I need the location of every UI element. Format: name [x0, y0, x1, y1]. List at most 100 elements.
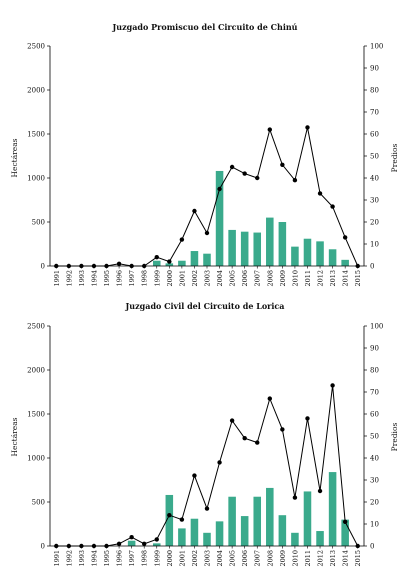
x-tick-label: 2001 [178, 550, 186, 567]
x-tick-label: 1999 [153, 270, 161, 287]
predios-point-2005 [229, 164, 235, 170]
bar-2004 [215, 521, 224, 546]
y2-tick-label: 90 [370, 65, 379, 73]
x-tick-label: 2009 [279, 550, 287, 567]
predios-point-2004 [217, 186, 222, 192]
predios-point-2007 [255, 175, 260, 181]
x-tick-label: 2004 [216, 550, 224, 567]
bar-1997 [127, 540, 136, 546]
bar-2008 [266, 217, 274, 266]
x-tick-label: 1996 [116, 550, 124, 567]
predios-point-2007 [255, 440, 260, 445]
x-tick-label: 1992 [65, 550, 73, 567]
x-tick-label: 2011 [304, 550, 312, 567]
y-tick-label: 2500 [27, 323, 45, 331]
y2-tick-label: 50 [370, 433, 379, 441]
predios-point-1991 [54, 543, 59, 549]
y-axis-label-right: Predios [390, 144, 399, 173]
bar-2012 [316, 241, 324, 266]
x-tick-label: 2005 [229, 270, 237, 287]
bar-2006 [240, 231, 249, 266]
y-tick-label: 2000 [27, 367, 45, 375]
predios-point-2009 [280, 162, 285, 167]
x-tick-label: 2012 [317, 550, 325, 567]
bar-2006 [240, 516, 249, 546]
y2-tick-label: 80 [370, 87, 379, 95]
x-tick-label: 2011 [304, 270, 312, 287]
y-tick-label: 0 [41, 543, 45, 551]
y2-tick-label: 90 [370, 345, 379, 353]
predios-point-1993 [79, 543, 84, 549]
x-tick-label: 2014 [342, 550, 350, 567]
x-tick-label: 1994 [90, 550, 98, 567]
predios-point-2015 [355, 543, 360, 549]
bar-2002 [190, 251, 199, 266]
bar-2003 [203, 253, 211, 266]
chart-panel-chinu: Juzgado Promiscuo del Circuito de Chinú … [10, 22, 399, 287]
x-tick-label: 2010 [291, 270, 299, 287]
x-tick-label: 2008 [266, 270, 274, 287]
y2-tick-label: 40 [370, 175, 379, 183]
predios-point-2008 [267, 127, 272, 132]
chart-panel-lorica: Juzgado Civil del Circuito de Lorica Hec… [10, 301, 399, 567]
predios-point-2014 [342, 519, 348, 524]
bar-2005 [228, 229, 236, 266]
bar-2000 [165, 494, 174, 546]
y2-tick-label: 100 [370, 43, 383, 51]
x-tick-label: 1991 [53, 550, 61, 567]
predios-point-2000 [167, 259, 172, 264]
x-tick-label: 2008 [266, 550, 274, 567]
y-tick-label: 1000 [27, 455, 45, 463]
bar-2010 [291, 532, 299, 546]
bar-2011 [303, 238, 312, 266]
bar-2001 [178, 260, 186, 266]
y-tick-label: 1500 [27, 411, 45, 419]
chart-title: Juzgado Civil del Circuito de Lorica [125, 301, 285, 311]
x-tick-label: 1991 [53, 270, 61, 287]
y-tick-label: 0 [41, 263, 45, 271]
bar-1999 [152, 543, 161, 546]
predios-point-1992 [66, 263, 72, 269]
x-tick-label: 2006 [241, 550, 249, 567]
predios-point-2004 [217, 460, 222, 465]
y-tick-label: 2500 [27, 43, 45, 51]
predios-point-1996 [116, 541, 122, 546]
predios-point-1994 [91, 543, 97, 549]
y2-tick-label: 80 [370, 367, 379, 375]
y-tick-label: 1500 [27, 131, 45, 139]
bar-2014 [341, 519, 349, 546]
predios-point-1996 [116, 261, 122, 266]
x-tick-label: 2004 [216, 270, 224, 287]
x-tick-label: 1998 [141, 270, 149, 287]
predios-point-1998 [142, 541, 147, 546]
predios-point-2008 [267, 396, 272, 401]
predios-point-2003 [204, 230, 210, 236]
y2-tick-label: 60 [370, 131, 379, 139]
x-tick-label: 2002 [191, 270, 199, 287]
bar-2007 [253, 232, 262, 266]
x-tick-label: 1993 [78, 270, 86, 287]
x-tick-label: 2007 [254, 270, 262, 287]
y2-tick-label: 60 [370, 411, 379, 419]
predios-point-1994 [91, 263, 97, 269]
bar-2011 [303, 491, 312, 546]
chart-title: Juzgado Promiscuo del Circuito de Chinú [111, 22, 297, 32]
predios-point-2003 [204, 506, 210, 511]
y-axis-label-left: Hectáreas [10, 138, 19, 177]
predios-point-2000 [167, 513, 172, 518]
x-tick-label: 1997 [128, 270, 136, 287]
predios-point-2012 [317, 488, 323, 494]
y-tick-label: 500 [32, 499, 45, 507]
y2-tick-label: 30 [370, 477, 379, 485]
predios-point-2001 [179, 517, 185, 522]
y-axis-label-right: Predios [390, 423, 399, 452]
bar-1999 [152, 260, 161, 266]
bar-2012 [316, 531, 324, 546]
bar-2003 [203, 532, 211, 546]
y2-tick-label: 40 [370, 455, 379, 463]
bar-2004 [215, 170, 224, 266]
x-tick-label: 1992 [65, 270, 73, 287]
x-tick-label: 2014 [342, 270, 350, 287]
bar-2013 [328, 472, 337, 546]
y-tick-label: 2000 [27, 87, 45, 95]
